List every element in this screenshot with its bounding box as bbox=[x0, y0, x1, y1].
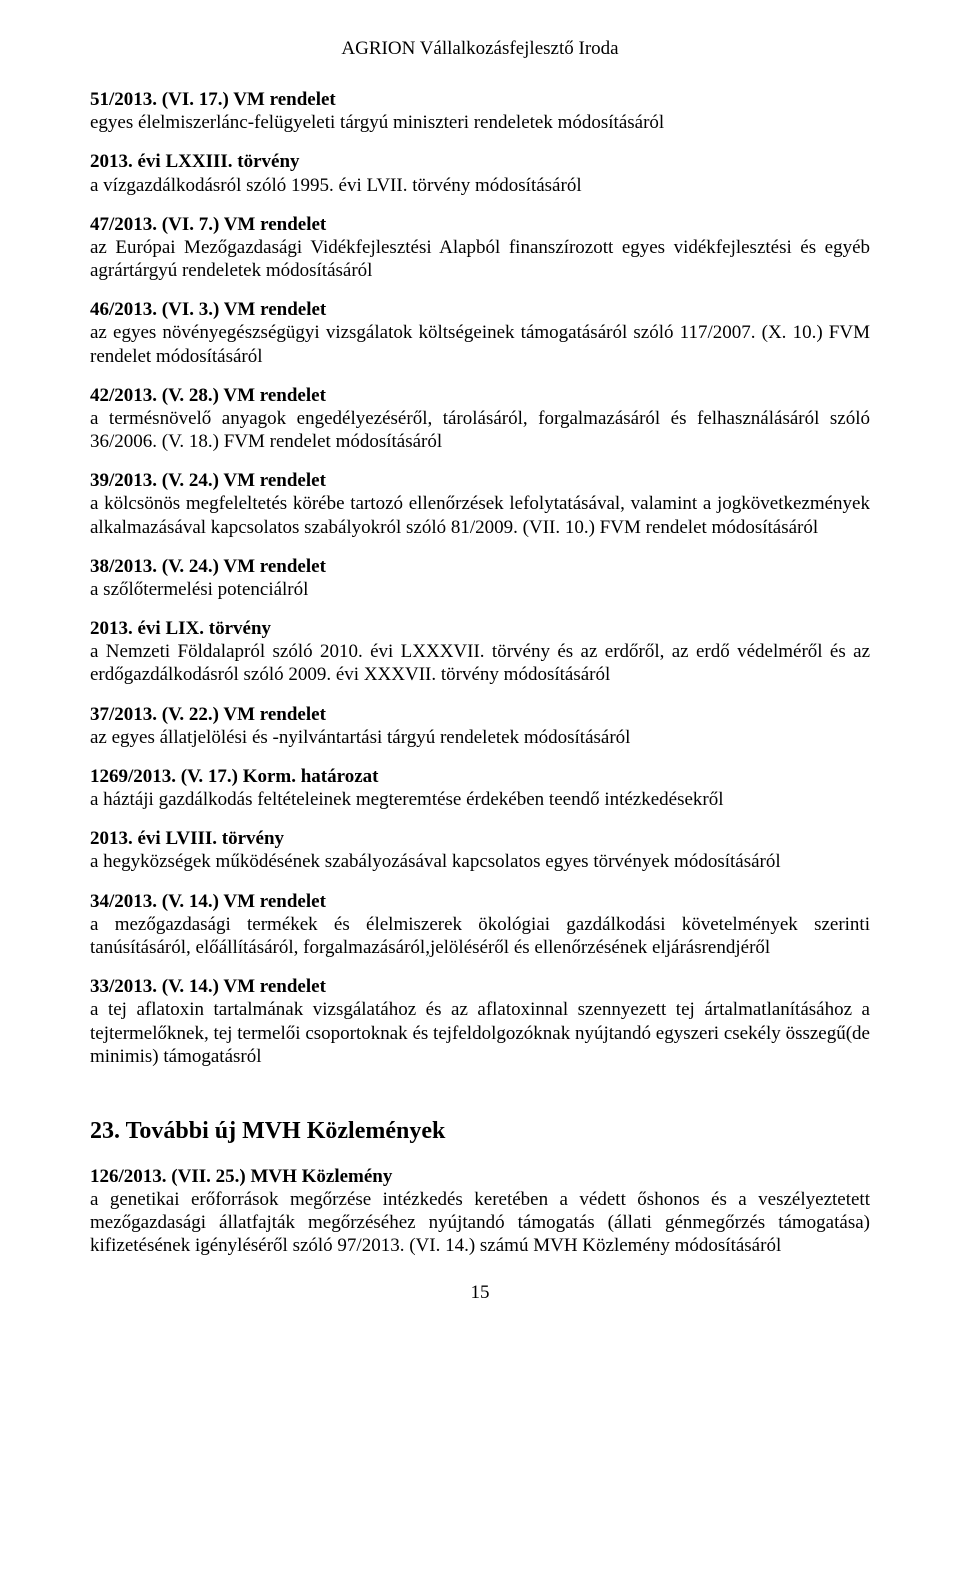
entry-title: 42/2013. (V. 28.) VM rendelet bbox=[90, 384, 870, 407]
entry-title: 39/2013. (V. 24.) VM rendelet bbox=[90, 469, 870, 492]
legal-entry: 2013. évi LXXIII. törvénya vízgazdálkodá… bbox=[90, 150, 870, 196]
entry-title: 2013. évi LVIII. törvény bbox=[90, 827, 870, 850]
legal-entry: 46/2013. (VI. 3.) VM rendeletaz egyes nö… bbox=[90, 298, 870, 368]
document-page: AGRION Vállalkozásfejlesztő Iroda 51/201… bbox=[0, 0, 960, 1344]
entry-body: a mezőgazdasági termékek és élelmiszerek… bbox=[90, 913, 870, 959]
legal-entry: 37/2013. (V. 22.) VM rendeletaz egyes ál… bbox=[90, 703, 870, 749]
legal-entry: 39/2013. (V. 24.) VM rendeleta kölcsönös… bbox=[90, 469, 870, 539]
legal-entry: 33/2013. (V. 14.) VM rendeleta tej aflat… bbox=[90, 975, 870, 1068]
legal-entry: 47/2013. (VI. 7.) VM rendeletaz Európai … bbox=[90, 213, 870, 283]
entry-body: a háztáji gazdálkodás feltételeinek megt… bbox=[90, 788, 870, 811]
entry-title: 33/2013. (V. 14.) VM rendelet bbox=[90, 975, 870, 998]
entry-title: 34/2013. (V. 14.) VM rendelet bbox=[90, 890, 870, 913]
entry-body: a kölcsönös megfeleltetés körébe tartozó… bbox=[90, 492, 870, 538]
entry-body: az egyes állatjelölési és -nyilvántartás… bbox=[90, 726, 870, 749]
entries-list: 51/2013. (VI. 17.) VM rendeletegyes élel… bbox=[90, 88, 870, 1068]
legal-entry: 2013. évi LIX. törvénya Nemzeti Földalap… bbox=[90, 617, 870, 687]
entry-title: 126/2013. (VII. 25.) MVH Közlemény bbox=[90, 1165, 870, 1188]
entry-body: a genetikai erőforrások megőrzése intézk… bbox=[90, 1188, 870, 1258]
legal-entry: 51/2013. (VI. 17.) VM rendeletegyes élel… bbox=[90, 88, 870, 134]
entry-body: a termésnövelő anyagok engedélyezéséről,… bbox=[90, 407, 870, 453]
entry-title: 47/2013. (VI. 7.) VM rendelet bbox=[90, 213, 870, 236]
section-heading: 23. További új MVH Közlemények bbox=[90, 1118, 870, 1145]
legal-entry: 1269/2013. (V. 17.) Korm. határozata ház… bbox=[90, 765, 870, 811]
entry-title: 2013. évi LXXIII. törvény bbox=[90, 150, 870, 173]
page-number: 15 bbox=[90, 1282, 870, 1304]
page-header: AGRION Vállalkozásfejlesztő Iroda bbox=[90, 38, 870, 60]
entry-body: a Nemzeti Földalapról szóló 2010. évi LX… bbox=[90, 640, 870, 686]
entry-title: 46/2013. (VI. 3.) VM rendelet bbox=[90, 298, 870, 321]
legal-entry: 34/2013. (V. 14.) VM rendeleta mezőgazda… bbox=[90, 890, 870, 960]
entry-body: az Európai Mezőgazdasági Vidékfejlesztés… bbox=[90, 236, 870, 282]
entry-body: a tej aflatoxin tartalmának vizsgálatáho… bbox=[90, 998, 870, 1068]
entry-title: 38/2013. (V. 24.) VM rendelet bbox=[90, 555, 870, 578]
legal-entry: 2013. évi LVIII. törvénya hegyközségek m… bbox=[90, 827, 870, 873]
entry-title: 2013. évi LIX. törvény bbox=[90, 617, 870, 640]
entry-body: a vízgazdálkodásról szóló 1995. évi LVII… bbox=[90, 174, 870, 197]
bottom-entries-list: 126/2013. (VII. 25.) MVH Közleménya gene… bbox=[90, 1165, 870, 1258]
legal-entry: 42/2013. (V. 28.) VM rendeleta termésnöv… bbox=[90, 384, 870, 454]
entry-body: az egyes növényegészségügyi vizsgálatok … bbox=[90, 321, 870, 367]
legal-entry: 38/2013. (V. 24.) VM rendeleta szőlőterm… bbox=[90, 555, 870, 601]
entry-body: egyes élelmiszerlánc-felügyeleti tárgyú … bbox=[90, 111, 870, 134]
legal-entry: 126/2013. (VII. 25.) MVH Közleménya gene… bbox=[90, 1165, 870, 1258]
entry-title: 1269/2013. (V. 17.) Korm. határozat bbox=[90, 765, 870, 788]
entry-title: 51/2013. (VI. 17.) VM rendelet bbox=[90, 88, 870, 111]
entry-body: a hegyközségek működésének szabályozásáv… bbox=[90, 850, 870, 873]
entry-body: a szőlőtermelési potenciálról bbox=[90, 578, 870, 601]
entry-title: 37/2013. (V. 22.) VM rendelet bbox=[90, 703, 870, 726]
